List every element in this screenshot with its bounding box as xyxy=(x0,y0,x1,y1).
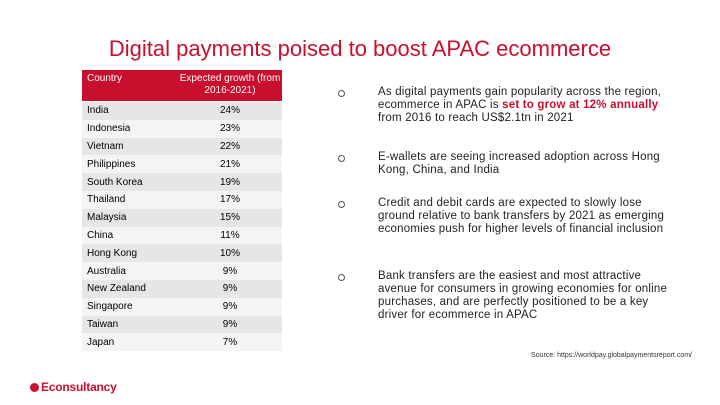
growth-cell: 24% xyxy=(219,105,240,117)
growth-cell: 15% xyxy=(219,212,240,224)
growth-cell: 9% xyxy=(222,283,238,295)
table-row: Indonesia 23% xyxy=(82,119,282,138)
country-cell: Japan xyxy=(87,336,115,348)
growth-cell: 7% xyxy=(222,336,238,348)
country-cell: South Korea xyxy=(87,176,143,188)
bullet-circle-icon xyxy=(338,201,345,208)
table-row: Taiwan 9% xyxy=(82,315,282,334)
logo: Econsultancy xyxy=(30,380,117,394)
bullet-text: E-wallets are seeing increased adoption … xyxy=(378,151,660,176)
growth-cell: 22% xyxy=(219,140,240,152)
table-row: China 11% xyxy=(82,226,282,245)
table-header: Country Expected growth (from 2016-2021) xyxy=(82,70,282,102)
growth-cell: 9% xyxy=(222,318,238,330)
bullet-circle-icon xyxy=(338,274,345,281)
growth-cell: 23% xyxy=(219,123,240,135)
country-cell: Indonesia xyxy=(87,123,131,135)
bullet-item: Bank transfers are the easiest and most … xyxy=(338,270,688,322)
highlight-text: set to grow at 12% annually xyxy=(502,99,659,111)
growth-cell: 19% xyxy=(219,176,240,188)
country-cell: Singapore xyxy=(87,301,133,313)
table-row: India 24% xyxy=(82,102,282,120)
source-note: Source: https://worldpay.globalpaymentsr… xyxy=(531,352,692,359)
table-row: Philippines 21% xyxy=(82,155,282,174)
country-cell: Philippines xyxy=(87,158,136,170)
table-row: South Korea 19% xyxy=(82,173,282,191)
header-country: Country xyxy=(87,73,123,84)
table-row: Malaysia 15% xyxy=(82,208,282,227)
country-cell: Thailand xyxy=(87,194,126,206)
bullet-item: E-wallets are seeing increased adoption … xyxy=(338,151,688,177)
growth-cell: 17% xyxy=(219,194,240,206)
growth-table: Country Expected growth (from 2016-2021)… xyxy=(82,70,282,352)
table-row: Vietnam 22% xyxy=(82,137,282,156)
bullet-text: Credit and debit cards are expected to s… xyxy=(378,197,665,235)
bullet-text: Bank transfers are the easiest and most … xyxy=(378,270,668,321)
country-cell: New Zealand xyxy=(87,283,146,295)
country-cell: China xyxy=(87,229,114,241)
header-growth: Expected growth (from 2016-2021) xyxy=(179,73,281,96)
table-row: Singapore 9% xyxy=(82,297,282,316)
page-title: Digital payments poised to boost APAC ec… xyxy=(108,36,612,61)
country-cell: Vietnam xyxy=(87,140,124,152)
growth-cell: 10% xyxy=(219,247,240,259)
country-cell: Australia xyxy=(87,265,126,277)
logo-text: Econsultancy xyxy=(41,380,117,394)
country-cell: India xyxy=(87,105,109,117)
logo-dot-icon xyxy=(30,382,39,392)
growth-cell: 9% xyxy=(222,265,238,277)
table-row: Australia 9% xyxy=(82,262,282,280)
growth-cell: 11% xyxy=(220,229,240,241)
country-cell: Malaysia xyxy=(87,212,127,224)
bullet-circle-icon xyxy=(338,90,345,97)
table-row: New Zealand 9% xyxy=(82,279,282,298)
growth-cell: 21% xyxy=(219,158,240,170)
bullet-circle-icon xyxy=(338,155,345,162)
bullet-text: As digital payments gain popularity acro… xyxy=(378,86,662,124)
table-row: Hong Kong 10% xyxy=(82,244,282,263)
country-cell: Taiwan xyxy=(87,318,119,330)
table-row: Japan 7% xyxy=(82,333,282,352)
bullet-item: Credit and debit cards are expected to s… xyxy=(338,197,688,236)
bullet-item: As digital payments gain popularity acro… xyxy=(338,86,688,125)
country-cell: Hong Kong xyxy=(87,247,138,259)
table-row: Thailand 17% xyxy=(82,190,282,209)
growth-cell: 9% xyxy=(222,301,238,313)
